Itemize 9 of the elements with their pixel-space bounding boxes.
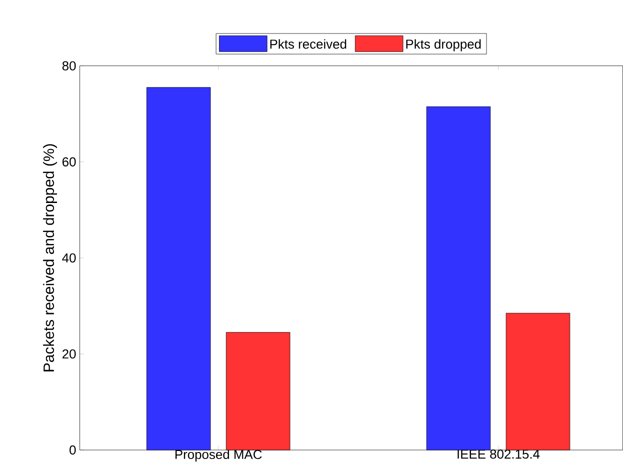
y-tick-label: 80 — [62, 61, 76, 70]
legend-label: Pkts dropped — [406, 39, 481, 52]
y-axis-title: Packets received and dropped (%) — [43, 144, 57, 372]
y-tick-label: 40 — [62, 253, 76, 263]
y-tick-label: 0 — [70, 445, 76, 455]
x-tick-label: Proposed MAC — [175, 450, 262, 462]
y-tick-label: 60 — [62, 157, 76, 166]
legend-label: Pkts received — [270, 39, 346, 49]
y-tick-label: 20 — [62, 349, 76, 359]
